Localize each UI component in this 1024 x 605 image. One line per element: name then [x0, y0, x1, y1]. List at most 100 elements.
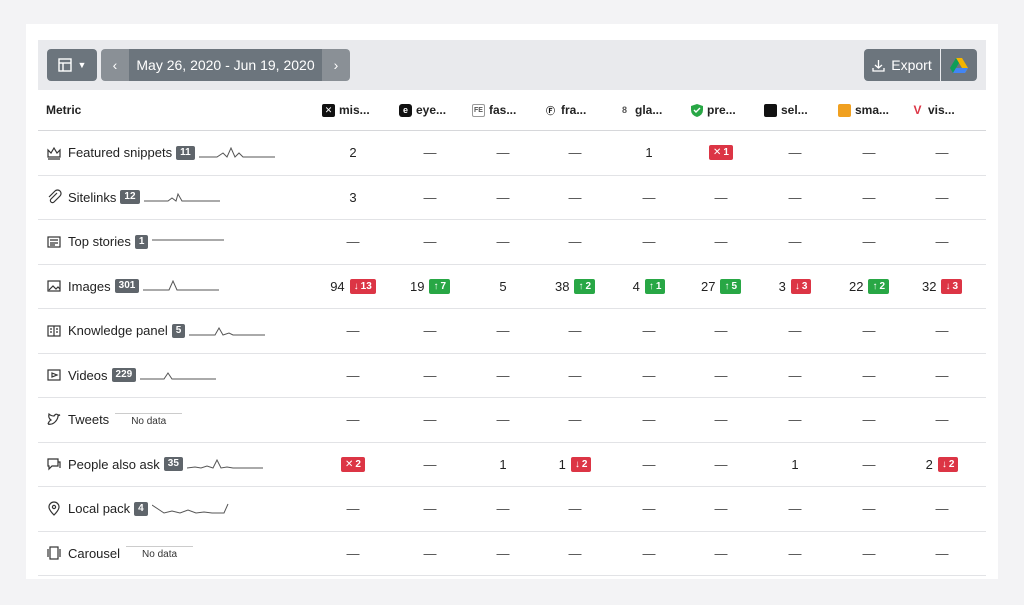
data-cell[interactable]: — — [834, 532, 904, 576]
data-cell[interactable]: — — [834, 309, 904, 353]
data-cell[interactable]: — — [540, 354, 610, 398]
data-cell[interactable]: — — [540, 309, 610, 353]
data-cell[interactable]: 1 ↓ 2 — [540, 443, 610, 487]
data-cell[interactable]: — — [614, 532, 684, 576]
data-cell[interactable]: — — [318, 309, 388, 353]
data-cell[interactable]: — — [540, 220, 610, 264]
data-cell[interactable]: — — [686, 309, 756, 353]
data-cell[interactable]: — — [614, 487, 684, 531]
data-cell[interactable]: — — [907, 398, 977, 442]
data-cell[interactable]: — — [834, 176, 904, 220]
data-cell[interactable]: — — [395, 176, 465, 220]
data-cell[interactable]: — — [760, 309, 830, 353]
data-cell[interactable]: — — [468, 354, 538, 398]
metric-label-cell[interactable]: Images 301 — [46, 265, 221, 309]
google-drive-export-button[interactable] — [941, 49, 977, 81]
data-cell[interactable]: — — [614, 398, 684, 442]
data-cell[interactable]: — — [686, 176, 756, 220]
data-cell[interactable]: — — [318, 487, 388, 531]
data-cell[interactable]: — — [395, 532, 465, 576]
domain-column-header[interactable]: pre... — [686, 90, 756, 130]
data-cell[interactable]: — — [318, 220, 388, 264]
data-cell[interactable]: — — [834, 131, 904, 175]
data-cell[interactable]: ✕ 1 — [686, 131, 756, 175]
data-cell[interactable]: — — [540, 532, 610, 576]
data-cell[interactable]: 1 — [760, 443, 830, 487]
data-cell[interactable]: — — [686, 443, 756, 487]
domain-column-header[interactable]: 8 gla... — [614, 90, 684, 130]
metric-column-header[interactable]: Metric — [46, 103, 82, 117]
data-cell[interactable]: — — [760, 354, 830, 398]
data-cell[interactable]: — — [686, 220, 756, 264]
data-cell[interactable]: — — [686, 354, 756, 398]
data-cell[interactable]: — — [907, 487, 977, 531]
data-cell[interactable]: — — [907, 354, 977, 398]
data-cell[interactable]: — — [468, 131, 538, 175]
data-cell[interactable]: — — [614, 220, 684, 264]
data-cell[interactable]: — — [834, 443, 904, 487]
next-period-button[interactable]: › — [322, 49, 350, 81]
data-cell[interactable]: — — [395, 131, 465, 175]
data-cell[interactable]: — — [468, 487, 538, 531]
data-cell[interactable]: — — [318, 532, 388, 576]
data-cell[interactable]: 22 ↑ 2 — [834, 265, 904, 309]
data-cell[interactable]: — — [760, 532, 830, 576]
data-cell[interactable]: — — [760, 487, 830, 531]
data-cell[interactable]: — — [907, 309, 977, 353]
data-cell[interactable]: 2 ↓ 2 — [907, 443, 977, 487]
data-cell[interactable]: — — [614, 176, 684, 220]
data-cell[interactable]: — — [395, 220, 465, 264]
data-cell[interactable]: — — [686, 398, 756, 442]
date-range-picker[interactable]: May 26, 2020 - Jun 19, 2020 — [129, 49, 322, 81]
data-cell[interactable]: — — [468, 398, 538, 442]
data-cell[interactable]: — — [395, 398, 465, 442]
data-cell[interactable]: — — [907, 220, 977, 264]
domain-column-header[interactable]: sel... — [760, 90, 830, 130]
data-cell[interactable]: — — [318, 398, 388, 442]
data-cell[interactable]: — — [834, 220, 904, 264]
data-cell[interactable]: — — [540, 176, 610, 220]
data-cell[interactable]: — — [760, 220, 830, 264]
data-cell[interactable]: 32 ↓ 3 — [907, 265, 977, 309]
data-cell[interactable]: — — [760, 131, 830, 175]
metric-label-cell[interactable]: Sitelinks 12 — [46, 176, 222, 220]
data-cell[interactable]: 5 — [468, 265, 538, 309]
export-button[interactable]: Export — [864, 49, 940, 81]
data-cell[interactable]: — — [760, 176, 830, 220]
data-cell[interactable]: 2 — [318, 131, 388, 175]
data-cell[interactable]: — — [540, 398, 610, 442]
data-cell[interactable]: — — [686, 487, 756, 531]
data-cell[interactable]: 19 ↑ 7 — [395, 265, 465, 309]
metric-label-cell[interactable]: People also ask 35 — [46, 443, 265, 487]
data-cell[interactable]: 3 ↓ 3 — [760, 265, 830, 309]
domain-column-header[interactable]: ✕ mis... — [318, 90, 388, 130]
metric-label-cell[interactable]: Knowledge panel 5 — [46, 309, 267, 353]
data-cell[interactable]: — — [318, 354, 388, 398]
data-cell[interactable]: — — [907, 131, 977, 175]
data-cell[interactable]: 38 ↑ 2 — [540, 265, 610, 309]
data-cell[interactable]: — — [614, 354, 684, 398]
metric-label-cell[interactable]: Featured snippets 11 — [46, 131, 277, 175]
data-cell[interactable]: — — [540, 131, 610, 175]
previous-period-button[interactable]: ‹ — [101, 49, 129, 81]
data-cell[interactable]: 1 — [468, 443, 538, 487]
metric-label-cell[interactable]: Local pack 4 — [46, 487, 230, 531]
data-cell[interactable]: — — [907, 176, 977, 220]
data-cell[interactable]: — — [614, 309, 684, 353]
domain-column-header[interactable]: FE fas... — [468, 90, 538, 130]
layout-toggle-button[interactable]: ▼ — [47, 49, 97, 81]
data-cell[interactable]: — — [540, 487, 610, 531]
data-cell[interactable]: — — [468, 309, 538, 353]
domain-column-header[interactable]: sma... — [834, 90, 904, 130]
data-cell[interactable]: — — [834, 487, 904, 531]
data-cell[interactable]: — — [614, 443, 684, 487]
data-cell[interactable]: — — [834, 354, 904, 398]
data-cell[interactable]: — — [468, 532, 538, 576]
data-cell[interactable]: — — [760, 398, 830, 442]
data-cell[interactable]: — — [686, 532, 756, 576]
data-cell[interactable]: ✕ 2 — [318, 443, 388, 487]
data-cell[interactable]: — — [468, 176, 538, 220]
metric-label-cell[interactable]: Carousel No data — [46, 532, 194, 576]
